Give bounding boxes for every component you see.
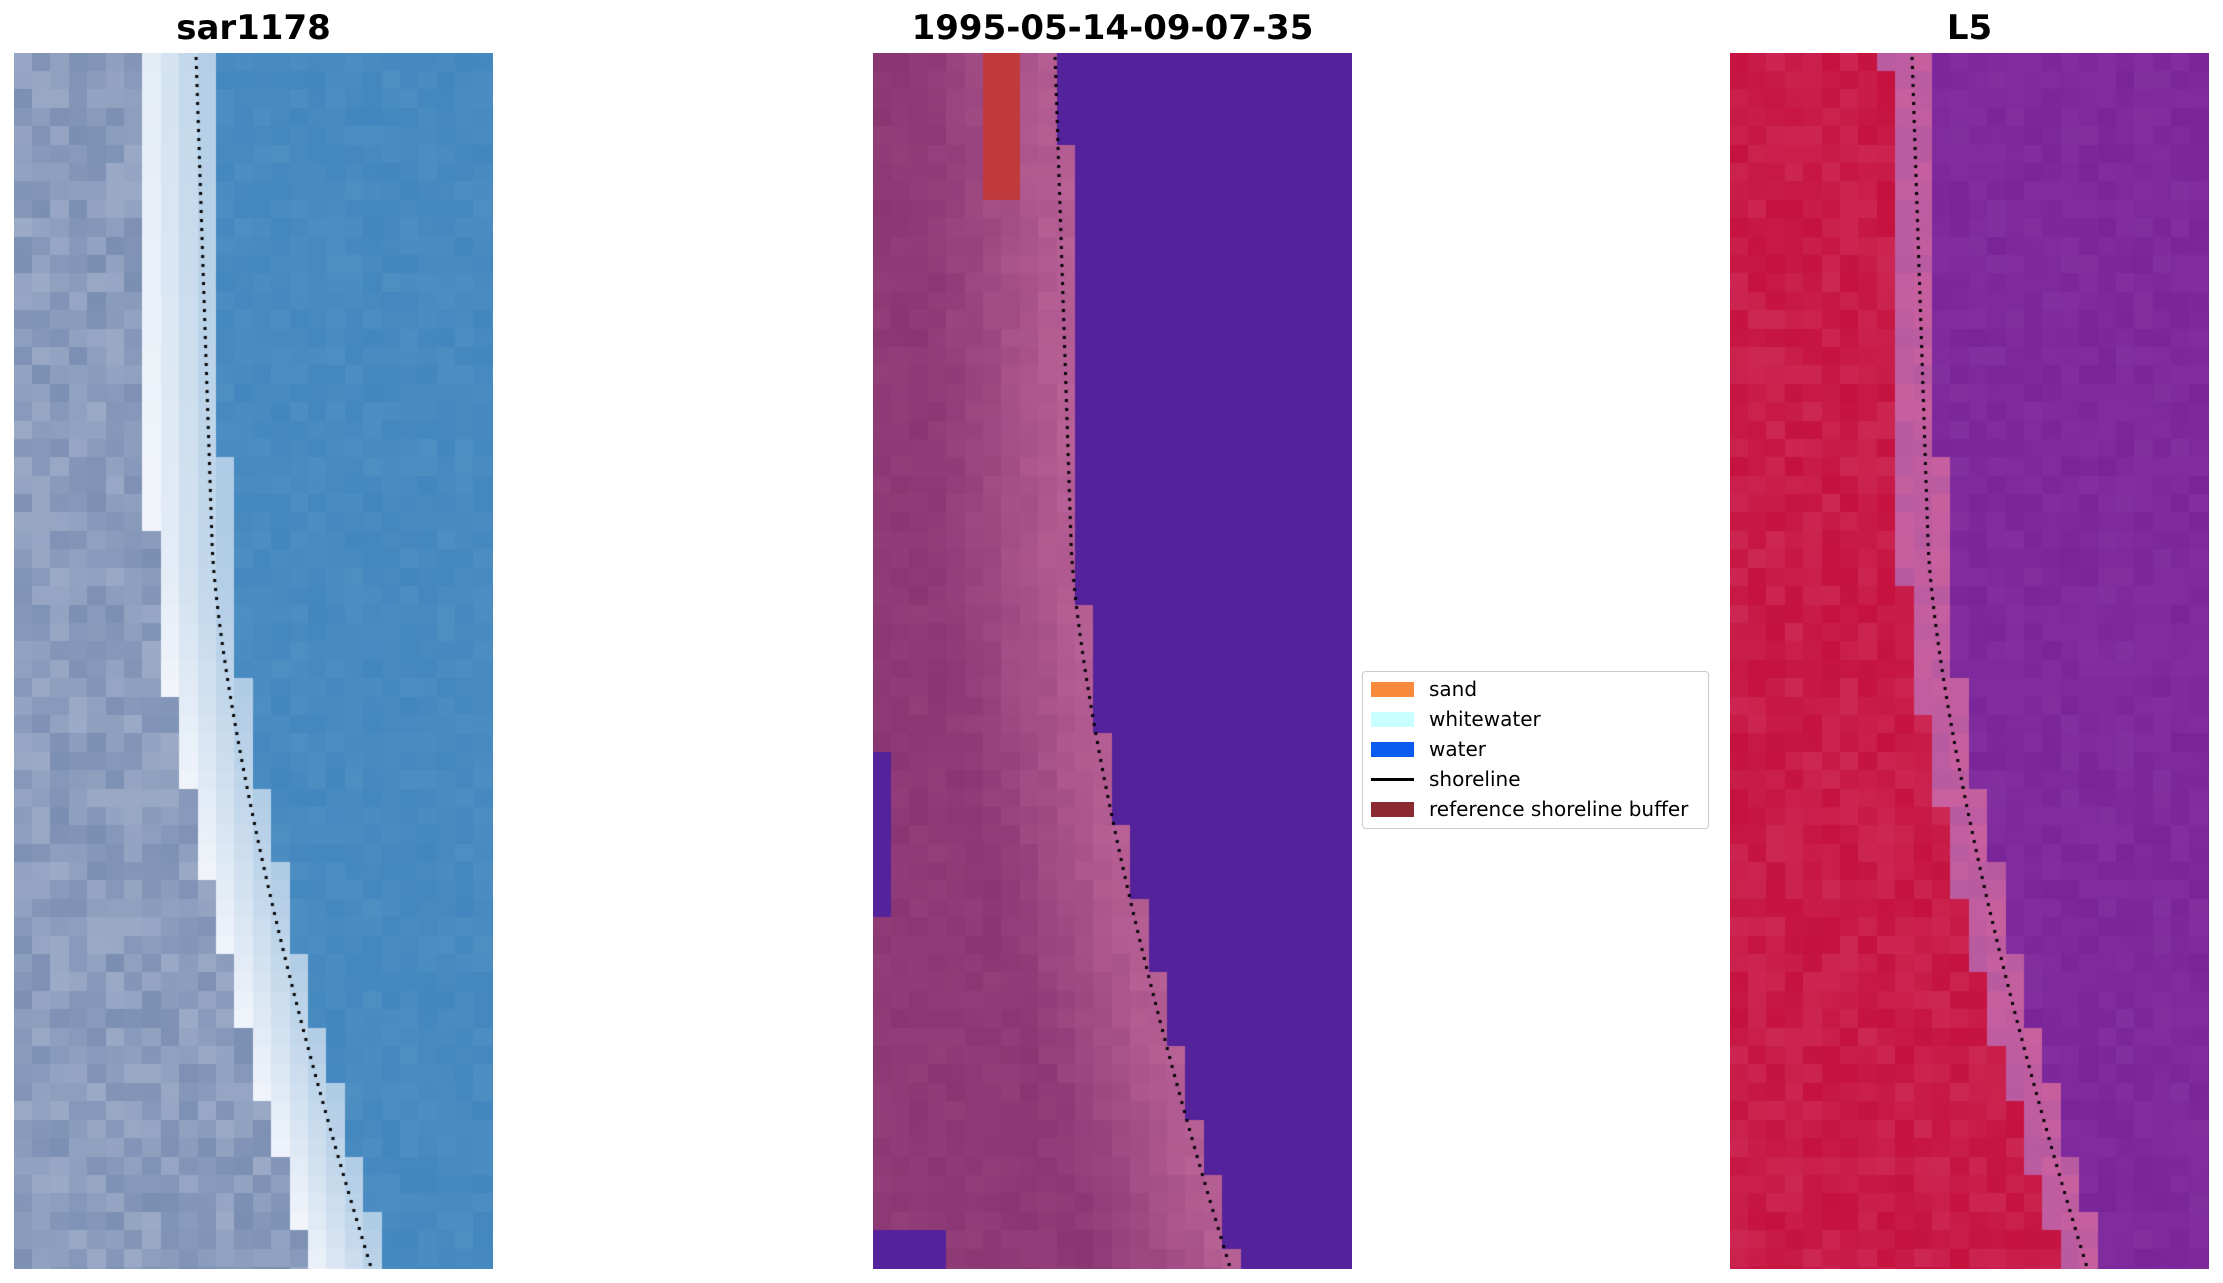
buffer-swatch-icon	[1371, 801, 1414, 817]
legend-item-sand: sand	[1371, 677, 1478, 701]
legend-label: whitewater	[1429, 707, 1541, 731]
panel-rgb-title: sar1178	[176, 8, 331, 48]
sand-swatch-icon	[1371, 681, 1414, 697]
whitewater-swatch-icon	[1371, 711, 1414, 727]
panel-false-color-title: L5	[1946, 8, 1993, 48]
panel-classified-title: 1995-05-14-09-07-35	[911, 8, 1314, 48]
legend-label: water	[1429, 737, 1486, 761]
legend-label: sand	[1429, 677, 1478, 701]
legend-item-water: water	[1371, 737, 1486, 761]
legend: sand whitewater water shoreline referenc…	[1362, 671, 1709, 829]
legend-item-reference-shoreline-buffer: reference shoreline buffer	[1371, 797, 1689, 821]
classified-satellite-image	[873, 53, 1352, 1269]
rgb-satellite-image	[14, 53, 493, 1269]
legend-item-shoreline: shoreline	[1371, 767, 1521, 791]
shoreline-line-icon	[1371, 777, 1414, 781]
false-color-satellite-image	[1730, 53, 2209, 1269]
water-swatch-icon	[1371, 741, 1414, 757]
legend-label: reference shoreline buffer	[1429, 797, 1689, 821]
legend-label: shoreline	[1429, 767, 1521, 791]
legend-item-whitewater: whitewater	[1371, 707, 1541, 731]
